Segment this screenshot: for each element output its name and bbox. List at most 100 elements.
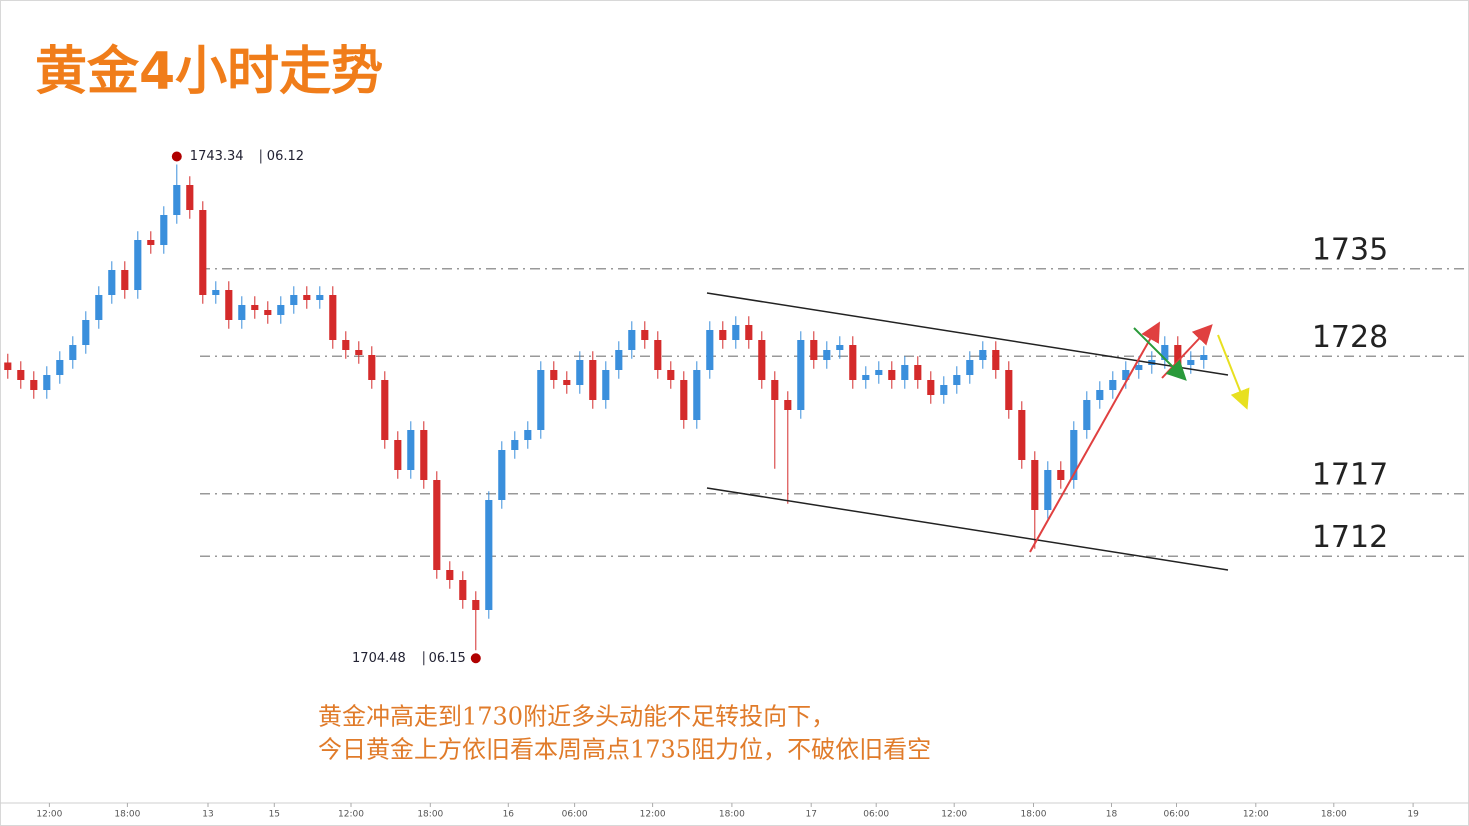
x-tick-label: 19 [1407,810,1419,820]
x-tick-label: 12:00 [640,810,666,820]
candle-body [693,370,701,420]
candle-body [784,400,792,410]
candle-body [719,330,727,340]
candle-body [537,370,545,430]
x-tick-label: 15 [269,810,280,820]
x-tick-label: 13 [202,810,213,820]
candle-body [147,240,155,245]
x-tick-label: 12:00 [36,810,62,820]
x-tick-label: 12:00 [1243,810,1269,820]
candle-body [511,440,519,450]
candle-body [43,375,51,390]
chart-title: 黄金4小时走势 [35,42,383,102]
x-tick-label: 18:00 [114,810,140,820]
candle-body [836,345,844,350]
candle-body [1083,400,1091,430]
candle-body [1200,355,1208,360]
candle-body [797,340,805,410]
candle-body [576,360,584,385]
x-tick-label: 06:00 [1164,810,1190,820]
candle-body [121,270,129,290]
level-label: 1712 [1312,520,1388,555]
x-tick-label: 18:00 [1321,810,1347,820]
candle-body [1161,345,1169,360]
candle-body [940,385,948,395]
x-tick-label: 16 [503,810,515,820]
x-tick-label: 18:00 [417,810,443,820]
candle-body [95,295,103,320]
candle-body [56,360,64,375]
annotation: 黄金冲高走到1730附近多头动能不足转投向下， [318,703,835,731]
trend-arrow [1133,327,1187,381]
candle-body [251,305,259,310]
candle-body [1096,390,1104,400]
candle-body [628,330,636,350]
candle-body [160,215,168,245]
candle-body [264,310,272,315]
candle-body [875,370,883,375]
candle-body [303,295,311,300]
candle-body [654,340,662,370]
candle-body [225,290,233,320]
level-label: 1717 [1312,457,1388,492]
candle-body [953,375,961,385]
candle-body [810,340,818,360]
candle-body [1187,360,1195,365]
candle-body [1057,470,1065,480]
candle-body [1109,380,1117,390]
candle-body [212,290,220,295]
extreme-date: 06.12 [267,149,304,164]
candle-body [589,360,597,400]
candle-body [602,370,610,400]
candle-body [1174,345,1182,365]
candle-body [979,350,987,360]
x-tick-label: 12:00 [338,810,364,820]
x-tick-label: 06:00 [863,810,889,820]
candle-body [420,430,428,480]
candle-body [459,580,467,600]
candle-body [641,330,649,340]
candle-body [732,325,740,340]
candle-body [966,360,974,375]
candle-body [992,350,1000,370]
candle-body [394,440,402,470]
channel-lower [706,487,1229,571]
candle-body [563,380,571,385]
candle-body [316,295,324,300]
candle-body [706,330,714,370]
candle-body [17,370,25,380]
candle-body [368,355,376,380]
candle-body [1070,430,1078,480]
level-label: 1735 [1312,232,1388,267]
candle-body [433,480,441,570]
candle-body [407,430,415,470]
candle-body [446,570,454,580]
candle-body [901,365,909,380]
candle-body [914,365,922,380]
candle-body [277,305,285,315]
candle-body [745,325,753,340]
candle-body [498,450,506,500]
candle-body [680,380,688,420]
candle-body [862,375,870,380]
candle-body [823,350,831,360]
channel-upper [706,292,1229,376]
x-tick-label: 18:00 [719,810,745,820]
candle-body [355,350,363,355]
candle-body [771,380,779,400]
candle-body [290,295,298,305]
candle-body [1122,370,1130,380]
extreme-value: 1704.48 [352,651,406,666]
candle-body [667,370,675,380]
candle-body [199,210,207,295]
x-tick-label: 06:00 [562,810,588,820]
candle-body [186,185,194,210]
candle-body [381,380,389,440]
candle-body [1005,370,1013,410]
x-tick-label: 18 [1106,810,1118,820]
candle-body [524,430,532,440]
annotation: 今日黄金上方依旧看本周高点1735阻力位，不破依旧看空 [318,736,931,764]
candle-body [1018,410,1026,460]
candle-body [4,362,12,370]
